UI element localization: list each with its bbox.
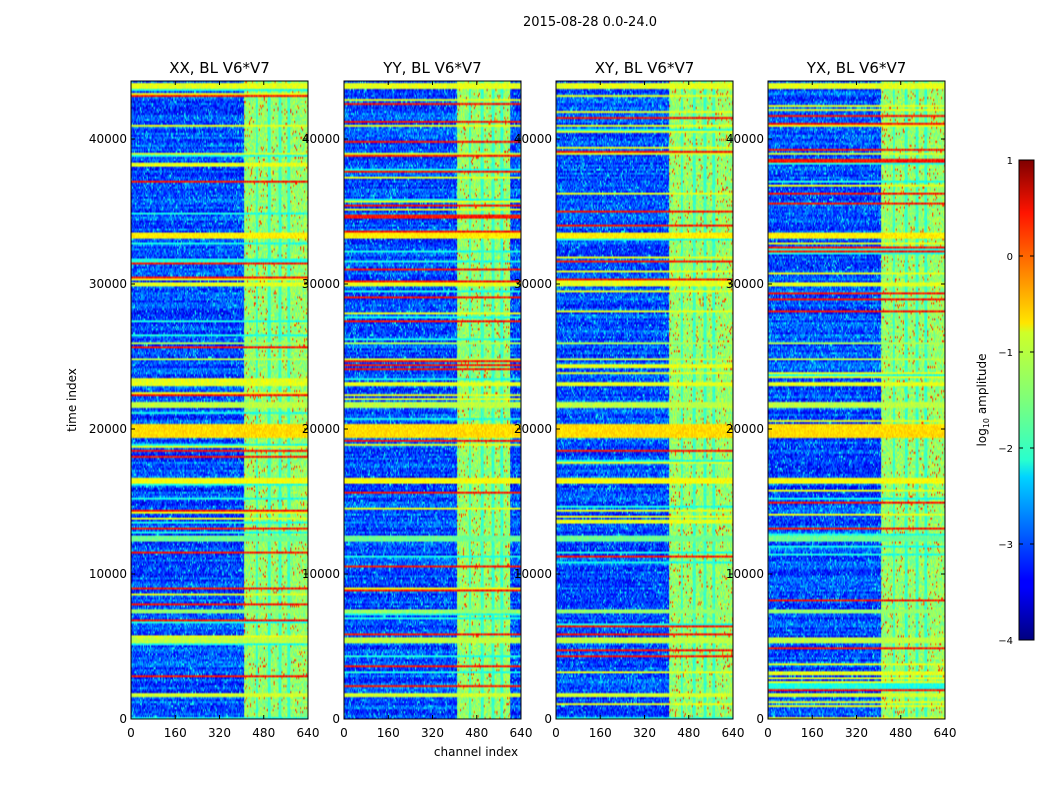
colorbar-tick-label: −1 <box>998 348 1013 359</box>
panel-title: YY, BL V6*V7 <box>382 59 481 77</box>
x-tick-label: 320 <box>208 726 231 740</box>
x-tick-label: 0 <box>552 726 560 740</box>
x-tick-label: 480 <box>677 726 700 740</box>
x-tick-label: 320 <box>633 726 656 740</box>
panel-title: YX, BL V6*V7 <box>806 59 907 77</box>
heatmap-raster <box>344 81 521 719</box>
panel-xy: XY, BL V6*V7 0 160 320 480 640 0 10000 20000 3000… <box>514 59 745 740</box>
colorbar-tick-label: −2 <box>998 444 1013 455</box>
panel-yx: YX, BL V6*V7 0 160 320 480 640 0 10000 20000 3000… <box>726 59 957 740</box>
x-tick-label: 160 <box>589 726 612 740</box>
colorbar-label-rest: amplitude <box>975 354 989 418</box>
x-tick-label: 0 <box>764 726 772 740</box>
panel-title: XY, BL V6*V7 <box>595 59 695 77</box>
y-tick-label: 40000 <box>89 132 127 146</box>
heatmap-raster <box>768 81 945 719</box>
x-tick-label: 640 <box>297 726 320 740</box>
y-tick-label: 10000 <box>514 567 552 581</box>
colorbar: 10−1−2−3−4 log10 amplitude <box>975 156 1035 647</box>
panel-xx: XX, BL V6*V7 0 160 320 480 640 0 10000 20000 3000… <box>89 59 320 740</box>
x-tick-label: 640 <box>722 726 745 740</box>
y-tick-label: 10000 <box>302 567 340 581</box>
x-tick-label: 320 <box>421 726 444 740</box>
x-tick-label: 160 <box>801 726 824 740</box>
y-tick-label: 30000 <box>514 277 552 291</box>
y-axis-label: time index <box>65 368 79 432</box>
x-tick-label: 0 <box>340 726 348 740</box>
y-tick-label: 20000 <box>514 422 552 436</box>
y-tick-label: 0 <box>332 712 340 726</box>
x-tick-label: 480 <box>252 726 275 740</box>
x-tick-label: 480 <box>889 726 912 740</box>
x-axis-label: channel index <box>434 745 518 759</box>
colorbar-tick-label: −3 <box>998 540 1013 551</box>
x-tick-label: 640 <box>934 726 957 740</box>
y-tick-label: 30000 <box>726 277 764 291</box>
y-tick-label: 20000 <box>89 422 127 436</box>
x-tick-label: 320 <box>845 726 868 740</box>
colorbar-tick-label: −4 <box>998 636 1013 647</box>
y-tick-label: 0 <box>544 712 552 726</box>
colorbar-label-sub: 10 <box>982 418 991 428</box>
y-tick-label: 20000 <box>302 422 340 436</box>
heatmap-raster <box>556 81 733 719</box>
x-tick-label: 160 <box>164 726 187 740</box>
colorbar-label-base: log <box>975 428 989 446</box>
figure-suptitle: 2015-08-28 0.0-24.0 <box>523 15 657 30</box>
y-tick-label: 20000 <box>726 422 764 436</box>
y-tick-label: 40000 <box>302 132 340 146</box>
panel-yy: YY, BL V6*V7 0 160 320 480 640 0 10000 20000 3000… <box>302 59 533 740</box>
y-tick-label: 40000 <box>514 132 552 146</box>
y-tick-label: 30000 <box>302 277 340 291</box>
y-tick-label: 0 <box>756 712 764 726</box>
x-tick-label: 160 <box>377 726 400 740</box>
colorbar-tick-label: 1 <box>1007 156 1013 167</box>
panel-title: XX, BL V6*V7 <box>169 59 270 77</box>
colorbar-tick-label: 0 <box>1007 252 1013 263</box>
x-tick-label: 640 <box>510 726 533 740</box>
colorbar-gradient <box>1018 159 1035 641</box>
y-tick-label: 0 <box>119 712 127 726</box>
y-tick-label: 40000 <box>726 132 764 146</box>
x-tick-label: 0 <box>127 726 135 740</box>
x-tick-label: 480 <box>465 726 488 740</box>
y-tick-label: 10000 <box>89 567 127 581</box>
colorbar-label: log10 amplitude <box>975 354 991 447</box>
y-tick-label: 10000 <box>726 567 764 581</box>
heatmap-raster <box>131 81 308 719</box>
y-tick-label: 30000 <box>89 277 127 291</box>
